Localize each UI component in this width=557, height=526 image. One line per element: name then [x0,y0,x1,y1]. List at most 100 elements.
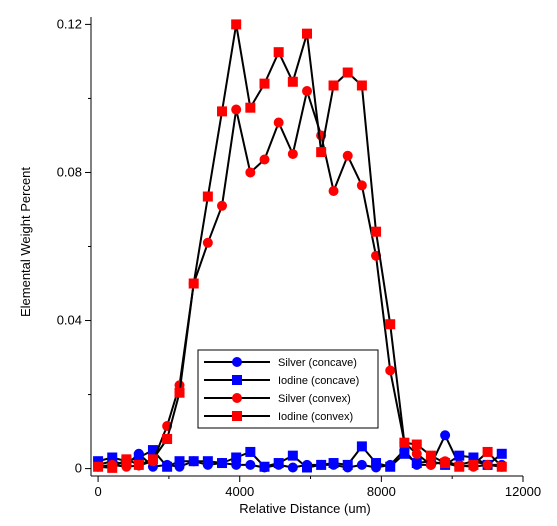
data-point [356,441,367,452]
data-point [245,459,256,470]
data-point [147,445,158,456]
data-point [259,154,270,165]
data-point [411,439,422,450]
legend-item: Silver (convex) [204,393,351,405]
data-point [385,461,396,472]
series-4 [93,19,507,473]
data-point [93,456,104,467]
x-axis-title: Relative Distance (um) [239,501,371,516]
legend-label: Iodine (concave) [278,375,359,387]
data-point [302,28,312,39]
data-point [202,456,213,467]
data-point [356,80,367,91]
data-point [342,150,353,161]
legend-marker [232,411,242,421]
data-point [231,104,242,115]
data-point [202,237,213,248]
data-point [287,462,298,473]
x-tick-label: 0 [94,484,101,499]
legend: Silver (concave) Iodine (concave) Silver (… [197,349,379,429]
data-point [496,448,507,459]
data-point [107,452,118,463]
data-point [174,387,185,398]
data-point [217,200,228,211]
y-axis-title: Elemental Weight Percent [18,167,33,317]
data-point [162,461,173,472]
y-tick-label: 0.12 [57,16,82,31]
legend-label: Silver (concave) [278,357,357,369]
data-point [328,185,339,196]
data-point [411,458,422,469]
data-point [273,458,284,469]
y-tick-label: 0.04 [57,313,82,328]
data-point [399,437,410,448]
data-point [217,458,228,469]
x-tick-label: 4000 [225,484,254,499]
legend-marker [232,393,242,403]
x-tick-label: 12000 [505,484,541,499]
data-point [371,458,382,469]
x-tick-label: 8000 [367,484,396,499]
legend-item: Silver (concave) [204,357,357,369]
data-point [342,459,353,470]
data-point [217,106,228,117]
data-point [188,278,199,289]
legend-label: Iodine (convex) [278,411,353,423]
y-tick-label: 0.08 [57,164,82,179]
data-point [231,19,242,30]
data-point [93,461,104,472]
data-point [342,67,353,78]
data-point [468,459,479,470]
data-point [440,458,451,469]
data-point [202,191,213,202]
data-point [273,117,284,128]
data-point [356,180,367,191]
data-point [133,459,144,470]
data-point [259,78,270,89]
data-point [287,148,298,159]
legend-marker [232,375,242,385]
data-point [107,462,118,473]
data-point [147,454,158,465]
data-point [425,450,436,461]
data-point [231,452,242,463]
legend-marker [232,357,242,367]
data-point [133,452,144,463]
data-point [454,461,465,472]
data-point [468,452,479,463]
data-point [371,226,382,237]
data-point [287,450,298,461]
data-point [174,456,185,467]
data-point [496,461,507,472]
axes-layer: 0 4000 8000 12000 0 0.04 0.08 0.12 [57,16,541,499]
data-point [356,459,367,470]
data-point [245,102,256,113]
data-point [316,459,327,470]
data-point [162,433,173,444]
data-point [316,147,327,158]
data-point [399,448,410,459]
data-point [302,462,312,473]
data-point [411,448,422,459]
data-point [328,80,339,91]
y-tick-label: 0 [75,461,82,476]
data-point [302,86,312,97]
data-point [245,167,256,178]
data-point [385,319,396,330]
legend-label: Silver (convex) [278,393,351,405]
data-point [482,459,493,470]
series-layer [93,19,507,473]
data-point [188,456,199,467]
data-point [454,450,465,461]
data-point [328,458,339,469]
data-point [121,454,132,465]
data-point [259,461,270,472]
data-point [482,446,493,457]
legend-item: Iodine (convex) [204,411,353,423]
data-point [245,446,256,457]
data-point [425,459,436,470]
data-point [440,430,451,441]
data-point [385,365,396,376]
